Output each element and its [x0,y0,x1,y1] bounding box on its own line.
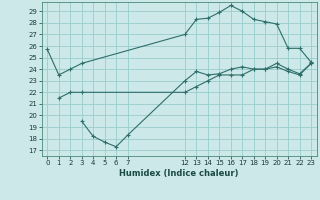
X-axis label: Humidex (Indice chaleur): Humidex (Indice chaleur) [119,169,239,178]
